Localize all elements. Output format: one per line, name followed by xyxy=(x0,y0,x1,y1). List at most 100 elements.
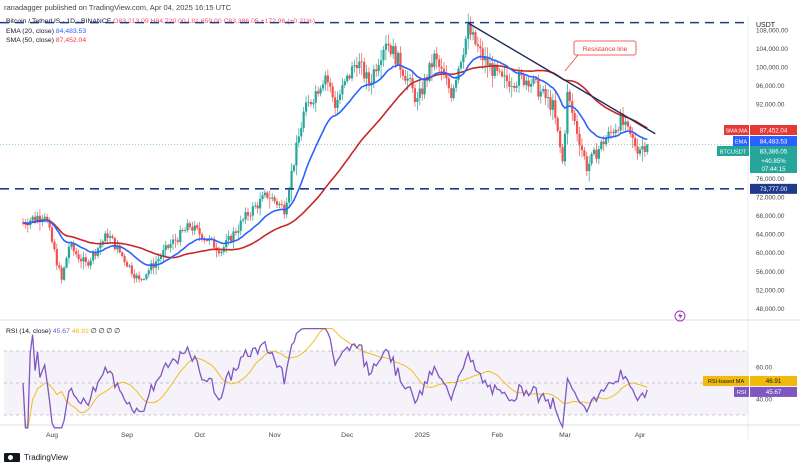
candle-body xyxy=(634,137,637,147)
candle-body xyxy=(169,243,172,248)
candle xyxy=(309,99,313,107)
candle-body xyxy=(595,149,598,159)
sma-legend-label[interactable]: SMA (50, close) xyxy=(6,37,54,44)
candle xyxy=(588,155,591,182)
time-tick-label: Aug xyxy=(46,432,58,439)
candle-body xyxy=(67,246,71,258)
candle xyxy=(539,84,542,104)
candle xyxy=(213,235,216,250)
candle-body xyxy=(334,97,337,108)
candle xyxy=(167,243,170,251)
candle-body xyxy=(317,91,320,94)
candle-body xyxy=(181,230,184,231)
candle xyxy=(525,76,528,90)
candle-body xyxy=(619,113,622,131)
ema-price-tag-label-box xyxy=(733,136,749,146)
candle-body xyxy=(309,102,313,105)
candle-body xyxy=(508,81,511,87)
candle xyxy=(237,224,240,241)
candle-body xyxy=(605,138,608,145)
candle-body xyxy=(297,136,300,143)
price-tick-label: 56,000.00 xyxy=(756,269,785,276)
candle-body xyxy=(491,63,494,76)
candle-body xyxy=(167,245,170,248)
candle xyxy=(421,81,424,101)
candle xyxy=(484,47,487,73)
candle xyxy=(505,69,509,89)
candle xyxy=(638,146,642,157)
candle-body xyxy=(312,102,315,105)
candle xyxy=(346,73,349,84)
candle-body xyxy=(566,91,569,134)
candle-body xyxy=(48,221,51,228)
candle-body xyxy=(527,80,530,87)
candle-body xyxy=(125,262,129,267)
candle xyxy=(290,163,293,202)
candle-body xyxy=(249,215,252,217)
candle-body xyxy=(474,32,477,45)
candle-body xyxy=(389,45,392,55)
candle xyxy=(542,85,545,94)
candle xyxy=(176,237,179,246)
candle-body xyxy=(450,88,453,99)
btcusdt-price-tag-label: BTCUSDT xyxy=(720,149,747,155)
candle xyxy=(481,40,484,70)
candle-body xyxy=(563,133,567,162)
candle xyxy=(513,82,516,93)
candle-body xyxy=(292,165,296,171)
candle-body xyxy=(271,197,274,199)
candle xyxy=(263,189,267,199)
candle xyxy=(467,13,470,50)
rsi-tag-label: RSI xyxy=(737,390,747,396)
rsi-legend-label[interactable]: RSI (14, close) xyxy=(6,328,51,335)
candle-body xyxy=(404,75,407,81)
candle-body xyxy=(331,86,334,98)
candle-body xyxy=(174,239,177,241)
candle-body xyxy=(496,64,499,71)
candle xyxy=(450,83,453,102)
candle-body xyxy=(534,78,538,80)
candle xyxy=(387,34,390,52)
candle xyxy=(321,80,325,92)
symbol-title[interactable]: Bitcoin / TetherUS · 1D · BINANCE xyxy=(6,18,112,25)
candle xyxy=(500,68,504,79)
candle-body xyxy=(467,24,470,39)
candle xyxy=(108,230,112,243)
candle xyxy=(488,53,492,72)
candle-body xyxy=(580,145,584,151)
candle xyxy=(336,91,339,114)
candle xyxy=(258,192,262,216)
candle xyxy=(200,232,204,242)
candle xyxy=(510,77,513,98)
candle xyxy=(396,50,400,66)
candle-body xyxy=(43,216,46,219)
candle-body xyxy=(486,56,489,66)
ema-legend-label[interactable]: EMA (20, close) xyxy=(6,27,54,35)
candle-body xyxy=(433,53,436,68)
candle-body xyxy=(203,239,206,241)
candle xyxy=(600,139,603,152)
candle xyxy=(234,228,238,236)
candle-body xyxy=(401,69,404,76)
candle-body xyxy=(346,75,349,82)
candle xyxy=(215,242,218,258)
candle xyxy=(442,62,446,80)
candle-body xyxy=(246,212,250,216)
candle-body xyxy=(123,255,126,263)
candle-body xyxy=(104,233,107,242)
candle-body xyxy=(549,97,552,110)
support-level-tag-box xyxy=(750,183,797,194)
candle-body xyxy=(130,265,133,274)
candle-body xyxy=(621,113,625,125)
candle-body xyxy=(295,142,298,166)
candle-body xyxy=(288,189,291,203)
rsi-ma-label-box xyxy=(703,375,749,386)
candle-body xyxy=(513,85,516,88)
candle-body xyxy=(133,273,136,279)
candle xyxy=(493,60,496,79)
candle-body xyxy=(324,75,327,85)
candle-body xyxy=(556,117,559,131)
candle xyxy=(389,43,392,57)
candle xyxy=(384,35,388,61)
